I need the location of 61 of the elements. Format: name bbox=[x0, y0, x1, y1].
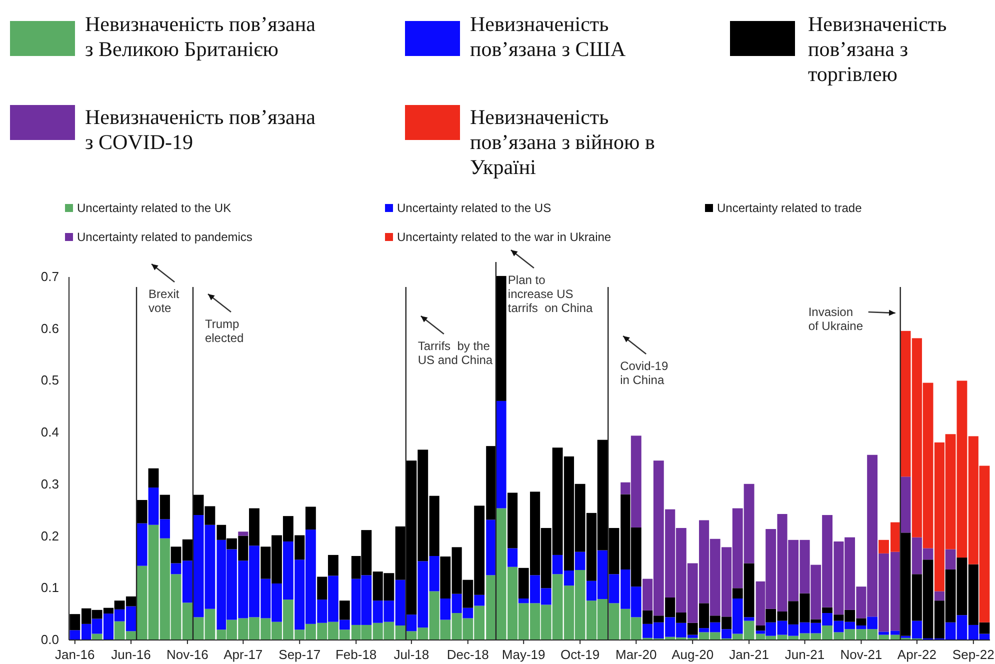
bar bbox=[238, 532, 248, 536]
legend-label: Uncertainty related to the war in Ukraine bbox=[397, 230, 612, 244]
y-tick-label: 0.7 bbox=[40, 269, 59, 284]
ref-line-label: Brexit vote bbox=[148, 287, 180, 315]
x-tick-label: Apr-17 bbox=[224, 647, 263, 662]
bar bbox=[900, 476, 911, 533]
x-tick-label: Jun-21 bbox=[784, 647, 825, 662]
x-tick-label: Jan-16 bbox=[55, 647, 95, 662]
text: Невизначеність пов’язана з США bbox=[470, 12, 626, 61]
x-tick-label: Oct-19 bbox=[560, 647, 600, 662]
x-tick-label: Jan-21 bbox=[729, 647, 769, 662]
bar bbox=[328, 554, 338, 576]
legend-label: Uncertainty related to the US bbox=[397, 201, 552, 215]
bar bbox=[496, 400, 506, 508]
bar bbox=[822, 607, 832, 614]
bar bbox=[574, 552, 586, 570]
bar bbox=[339, 600, 350, 620]
x-tick-label: Jul-18 bbox=[394, 647, 430, 662]
y-tick-label: 0.3 bbox=[40, 476, 59, 492]
y-tick-label: 0.5 bbox=[40, 372, 59, 388]
x-tick-label: Sep-22 bbox=[952, 647, 994, 662]
bar bbox=[317, 576, 328, 600]
text: Невизначеність пов’язана з Великою Британією bbox=[85, 12, 316, 61]
x-tick-label: May-19 bbox=[502, 647, 546, 662]
x-tick-label: Nov-16 bbox=[166, 647, 208, 662]
bar bbox=[934, 591, 944, 601]
text: Невизначеність пов’язана з війною в Україні bbox=[470, 105, 655, 179]
y-tick-label: 0.1 bbox=[40, 580, 59, 596]
ref-line-label: Plan to increase US tarrifs on China bbox=[508, 273, 593, 315]
bar bbox=[945, 549, 956, 570]
legend-label: Uncertainty related to the UK bbox=[77, 201, 232, 215]
x-tick-label: Mar-20 bbox=[616, 647, 657, 662]
legend-label: Uncertainty related to trade bbox=[717, 201, 862, 215]
bar bbox=[148, 468, 159, 488]
text: Невизначеність пов’язана з торгівлею bbox=[808, 12, 947, 86]
x-tick-label: Dec-18 bbox=[446, 647, 489, 662]
x-tick-label: Nov-21 bbox=[840, 647, 882, 662]
bar bbox=[507, 548, 518, 567]
ref-line-label: Invasion of Ukraine bbox=[808, 305, 864, 333]
bar bbox=[507, 492, 518, 548]
ref-line-label: Trump elected bbox=[204, 317, 244, 345]
x-tick-label: Jun-16 bbox=[111, 647, 151, 662]
bar bbox=[305, 506, 316, 530]
legend-label: Uncertainty related to pandemics bbox=[77, 230, 252, 244]
ref-line-label: Covid-19 in China bbox=[620, 359, 668, 387]
bar bbox=[474, 594, 485, 606]
x-tick-label: Feb-18 bbox=[335, 647, 377, 662]
y-tick-label: 0.6 bbox=[40, 320, 59, 336]
x-tick-label: Aug-20 bbox=[672, 647, 714, 662]
text: Невизначеність пов’язана з COVID-19 bbox=[85, 105, 316, 154]
bar bbox=[486, 520, 496, 576]
y-tick-label: 0.4 bbox=[40, 424, 59, 440]
x-tick-label: Sep-17 bbox=[278, 647, 321, 662]
y-tick-label: 0.2 bbox=[40, 528, 59, 544]
x-tick-label: Apr-22 bbox=[897, 647, 936, 662]
bar bbox=[496, 276, 506, 401]
ref-line-label: Tarrifs by the US and China bbox=[418, 339, 493, 367]
bar bbox=[756, 625, 766, 631]
bar bbox=[136, 500, 148, 524]
bar bbox=[160, 494, 170, 520]
y-tick-label: 0.0 bbox=[40, 632, 59, 647]
